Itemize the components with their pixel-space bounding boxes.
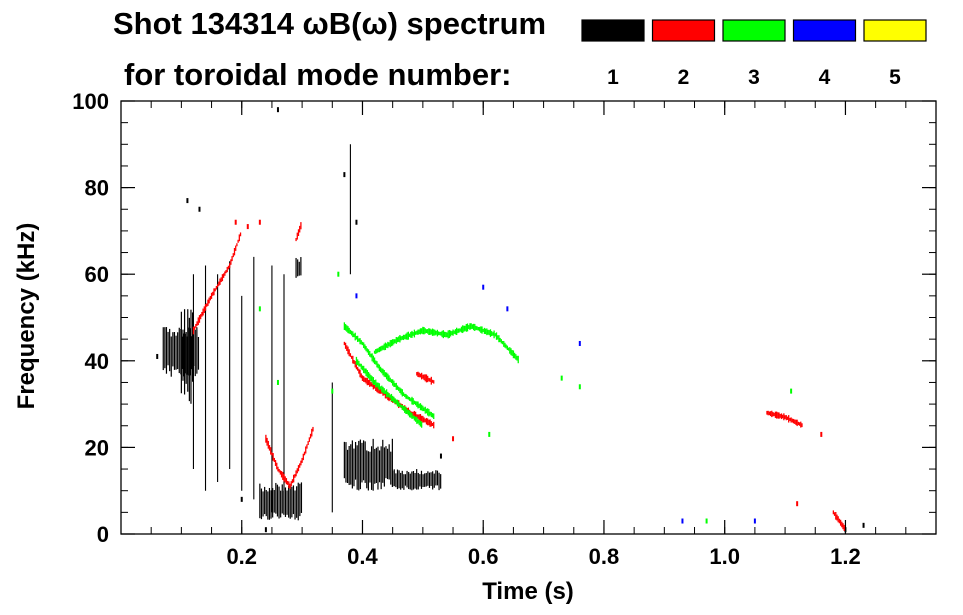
mode-point (506, 306, 509, 312)
mode-point (337, 271, 340, 277)
legend-swatch-mode-3 (722, 19, 786, 42)
mode-point (560, 375, 563, 381)
legend-label-mode-1: 1 (607, 66, 619, 89)
series-mode-3 (258, 271, 793, 524)
mode-point (156, 353, 159, 359)
mode-point (790, 388, 793, 394)
legend-label-mode-5: 5 (889, 66, 901, 89)
mode-point (796, 501, 799, 507)
y-tick-label: 20 (85, 435, 109, 460)
x-tick-label: 0.8 (589, 544, 620, 569)
legend-swatch-mode-5 (863, 19, 927, 42)
x-axis-label: Time (s) (482, 578, 574, 605)
y-tick-label: 60 (85, 262, 109, 287)
mode-point (355, 219, 358, 225)
x-tick-label: 0.4 (347, 544, 378, 569)
plot-frame (120, 100, 937, 535)
mode-point (234, 219, 237, 225)
legend-label-mode-3: 3 (748, 66, 760, 89)
x-tick-label: 0.6 (468, 544, 499, 569)
x-tick-label: 1.0 (709, 544, 740, 569)
mode-point (198, 206, 201, 212)
mode-point (578, 340, 581, 346)
mode-point (820, 431, 823, 437)
chart-subtitle: for toroidal mode number: (124, 57, 512, 92)
legend-swatch-mode-4 (792, 19, 857, 42)
chart-title: Shot 134314 ωB(ω) spectrum (113, 6, 546, 41)
x-tick-label: 0.2 (226, 544, 257, 569)
data-layer (156, 107, 865, 533)
mode-point (862, 522, 865, 528)
mode-point (488, 431, 491, 437)
mode-point (452, 436, 455, 442)
mode-point (240, 496, 243, 502)
y-tick-label: 40 (85, 349, 109, 374)
mode-point (705, 518, 708, 524)
legend-label-mode-4: 4 (819, 66, 831, 89)
mode-point (276, 107, 279, 113)
series-mode-2 (192, 219, 845, 532)
mode-point (439, 453, 442, 459)
mode-point (246, 224, 249, 230)
series-mode-4 (355, 284, 756, 524)
mode-point (186, 198, 189, 204)
y-tick-label: 100 (72, 89, 109, 114)
y-axis-label: Frequency (kHz) (13, 223, 40, 410)
mode-point (331, 388, 334, 394)
legend-swatch-mode-1 (581, 19, 645, 42)
legend: 1 2 3 4 5 (581, 19, 927, 89)
mode-point (343, 172, 346, 178)
legend-label-mode-2: 2 (678, 66, 690, 89)
mode-point (276, 379, 279, 385)
x-axis: 0.2 0.4 0.6 0.8 1.0 1.2 (150, 101, 907, 569)
y-tick-label: 80 (85, 176, 109, 201)
mode-point (681, 518, 684, 524)
mode-point (258, 306, 261, 312)
mode-point (753, 518, 756, 524)
series-mode-1 (156, 107, 865, 533)
x-tick-label: 1.2 (830, 544, 861, 569)
mode-point (258, 219, 261, 225)
mode-point (355, 293, 358, 299)
y-axis: 0 20 40 60 80 100 (72, 89, 936, 547)
mode-point (578, 384, 581, 390)
y-tick-label: 0 (97, 522, 109, 547)
mode-point (482, 284, 485, 290)
mode-point (844, 527, 847, 533)
mode-point (264, 527, 267, 533)
legend-swatch-mode-2 (651, 19, 716, 42)
